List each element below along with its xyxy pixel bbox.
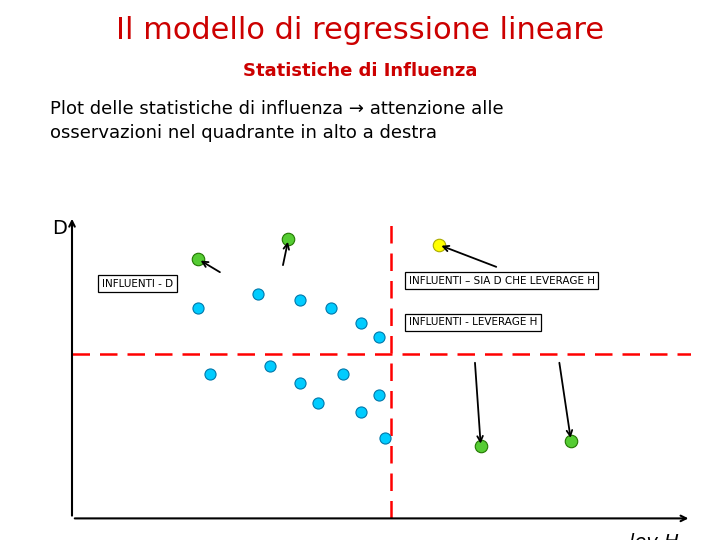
Text: INFLUENTI – SIA D CHE LEVERAGE H: INFLUENTI – SIA D CHE LEVERAGE H <box>409 276 595 286</box>
Text: INFLUENTI - D: INFLUENTI - D <box>102 279 174 288</box>
Text: INFLUENTI - LEVERAGE H: INFLUENTI - LEVERAGE H <box>409 318 537 327</box>
Text: lev H: lev H <box>629 533 679 540</box>
Text: Plot delle statistiche di influenza → attenzione alle: Plot delle statistiche di influenza → at… <box>50 100 504 118</box>
Text: D: D <box>53 219 68 238</box>
Text: Il modello di regressione lineare: Il modello di regressione lineare <box>116 16 604 45</box>
Text: osservazioni nel quadrante in alto a destra: osservazioni nel quadrante in alto a des… <box>50 124 438 142</box>
Text: Statistiche di Influenza: Statistiche di Influenza <box>243 62 477 80</box>
